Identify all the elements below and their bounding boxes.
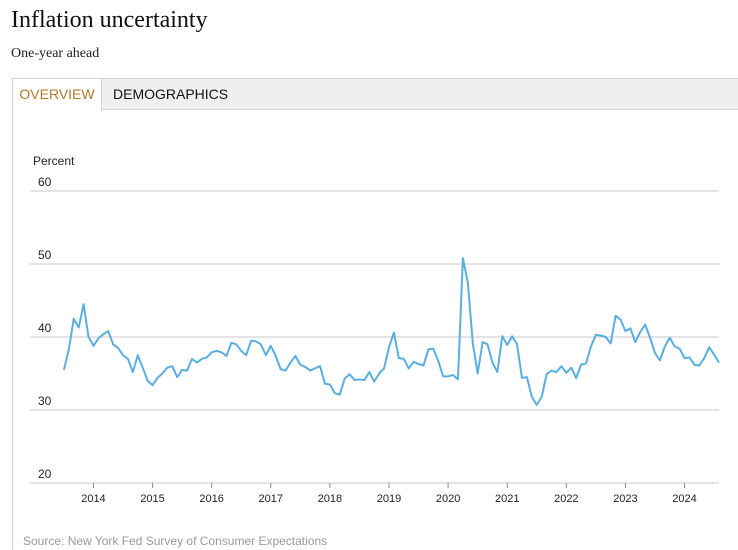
source-note: Source: New York Fed Survey of Consumer … <box>23 534 328 548</box>
chart-title: Inflation uncertainty <box>11 7 208 33</box>
x-tick-label: 2016 <box>199 493 223 505</box>
y-tick-label: 20 <box>38 467 52 481</box>
x-tick-label: 2021 <box>495 493 519 505</box>
x-tick-label: 2024 <box>672 493 696 505</box>
tab-bar: OVERVIEW DEMOGRAPHICS <box>13 79 738 111</box>
y-tick-label: 50 <box>38 248 52 262</box>
y-axis-label: Percent <box>33 154 75 168</box>
x-tick-label: 2019 <box>377 493 401 505</box>
gridlines <box>30 190 719 484</box>
series-line-inflation-uncertainty <box>62 257 720 406</box>
x-tick-label: 2018 <box>318 493 342 505</box>
y-tick-label: 30 <box>38 394 52 408</box>
y-tick-labels: 60 50 40 30 20 <box>38 175 52 481</box>
y-tick-label: 40 <box>38 321 52 335</box>
x-tick-label: 2015 <box>140 493 164 505</box>
chart-panel: OVERVIEW DEMOGRAPHICS <box>12 78 738 550</box>
x-tick-label: 2017 <box>259 493 283 505</box>
chart-subtitle: One-year ahead <box>11 46 100 61</box>
x-tick-labels: 2014 2015 2016 2017 2018 2019 2020 2021 2022 2023… <box>81 483 697 505</box>
x-tick-label: 2020 <box>436 493 460 505</box>
x-tick-label: 2023 <box>613 493 637 505</box>
y-tick-label: 60 <box>38 175 52 189</box>
tab-overview[interactable]: OVERVIEW <box>13 79 102 111</box>
x-tick-label: 2014 <box>81 493 105 505</box>
tab-demographics[interactable]: DEMOGRAPHICS <box>113 86 229 102</box>
x-tick-label: 2022 <box>554 493 578 505</box>
